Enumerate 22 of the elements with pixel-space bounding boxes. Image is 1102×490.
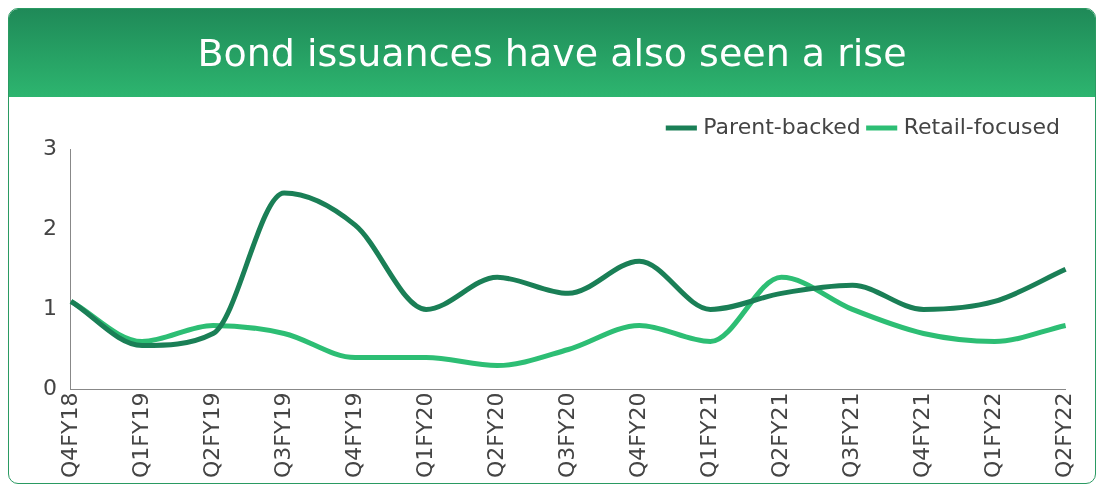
y-tick-label: 2 — [43, 214, 57, 240]
x-tick-label: Q4FY18 — [56, 392, 82, 479]
y-tick-label: 3 — [43, 134, 57, 160]
x-tick-label: Q1FY20 — [411, 392, 437, 479]
chart-title: Bond issuances have also seen a rise — [9, 9, 1095, 97]
y-tick-label: 1 — [43, 295, 57, 321]
x-tick-label: Q1FY21 — [696, 392, 722, 479]
x-tick-label: Q3FY19 — [269, 392, 295, 479]
x-tick-label: Q1FY19 — [127, 392, 153, 479]
x-tick-label: Q2FY22 — [1051, 392, 1077, 479]
x-tick-label: Q2FY19 — [198, 392, 224, 479]
x-tick-label: Q4FY19 — [340, 392, 366, 479]
legend-label: Retail-focused — [903, 113, 1060, 139]
x-tick-label: Q4FY21 — [909, 392, 935, 479]
x-tick-label: Q2FY20 — [482, 392, 508, 479]
y-tick-label: 0 — [43, 375, 57, 401]
x-tick-label: Q3FY21 — [838, 392, 864, 479]
x-tick-label: Q2FY21 — [767, 392, 793, 479]
x-tick-label: Q3FY20 — [554, 392, 580, 479]
x-tick-label: Q4FY20 — [625, 392, 651, 479]
legend-label: Parent-backed — [703, 113, 861, 139]
x-tick-label: Q1FY22 — [980, 392, 1006, 479]
